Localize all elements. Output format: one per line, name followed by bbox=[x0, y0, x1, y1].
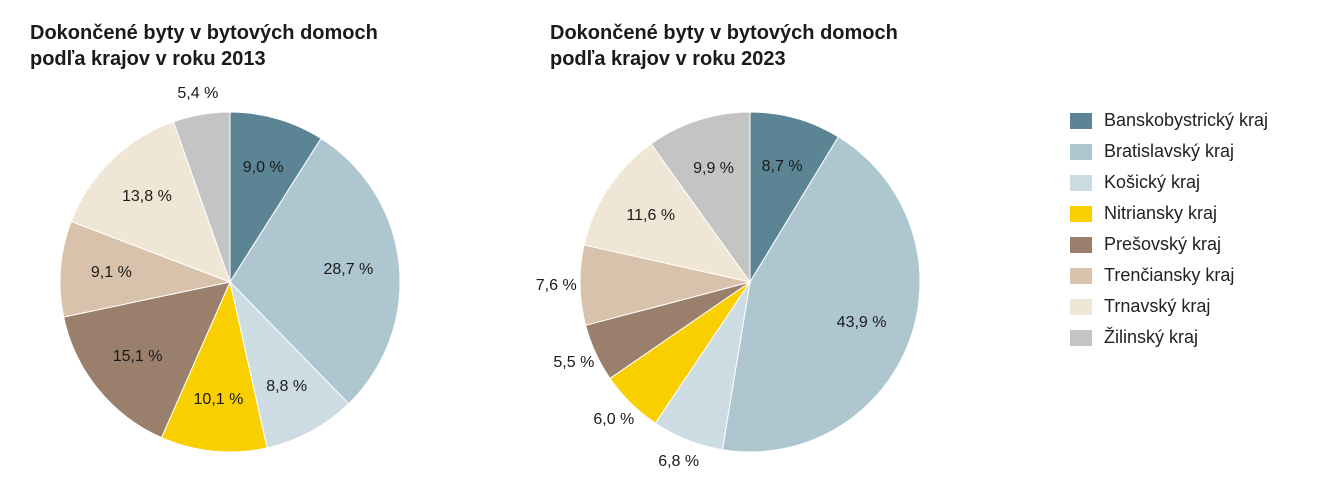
legend-label: Žilinský kraj bbox=[1104, 327, 1198, 348]
pie-slice-label-kosicky: 6,8 % bbox=[658, 453, 699, 471]
legend-label: Prešovský kraj bbox=[1104, 234, 1221, 255]
legend-item-nitriansky: Nitriansky kraj bbox=[1070, 203, 1268, 224]
pie-slice-label-banskobystricky: 9,0 % bbox=[243, 159, 284, 177]
pie-slice-label-trnavsky: 11,6 % bbox=[626, 207, 675, 225]
chart-block-2023: Dokončené byty v bytových domoch podľa k… bbox=[550, 20, 1030, 482]
legend-item-trenciansky: Trenčiansky kraj bbox=[1070, 265, 1268, 286]
pie-slice-label-zilinsky: 5,4 % bbox=[177, 85, 218, 103]
chart-title-2023: Dokončené byty v bytových domoch podľa k… bbox=[550, 20, 1030, 72]
pie-slice-label-kosicky: 8,8 % bbox=[266, 378, 307, 396]
legend-swatch-icon bbox=[1070, 206, 1092, 222]
legend-swatch-icon bbox=[1070, 113, 1092, 129]
chart-title-2013: Dokončené byty v bytových domoch podľa k… bbox=[30, 20, 510, 72]
legend: Banskobystrický kraj Bratislavský kraj Koš… bbox=[1070, 110, 1268, 348]
legend-item-presovsky: Prešovský kraj bbox=[1070, 234, 1268, 255]
legend-item-bratislavsky: Bratislavský kraj bbox=[1070, 141, 1268, 162]
chart-block-2013: Dokončené byty v bytových domoch podľa k… bbox=[30, 20, 510, 482]
legend-item-banskobystricky: Banskobystrický kraj bbox=[1070, 110, 1268, 131]
pie-slice-label-trenciansky: 9,1 % bbox=[91, 264, 132, 282]
pie-slice-label-trenciansky: 7,6 % bbox=[536, 277, 577, 295]
legend-swatch-icon bbox=[1070, 268, 1092, 284]
pie-slice-label-bratislavsky: 43,9 % bbox=[837, 314, 887, 332]
pie-chart-2013: 9,0 % 28,7 % 8,8 % 10,1 % 15,1 % 9,1 % 13,8 % 5… bbox=[30, 82, 430, 482]
pie-svg bbox=[30, 82, 430, 482]
legend-swatch-icon bbox=[1070, 175, 1092, 191]
legend-label: Nitriansky kraj bbox=[1104, 203, 1217, 224]
pie-slice-label-presovsky: 15,1 % bbox=[113, 348, 163, 366]
legend-label: Bratislavský kraj bbox=[1104, 141, 1234, 162]
page-root: Dokončené byty v bytových domoch podľa k… bbox=[0, 0, 1322, 502]
pie-slice-label-nitriansky: 10,1 % bbox=[194, 391, 244, 409]
legend-label: Trenčiansky kraj bbox=[1104, 265, 1234, 286]
legend-label: Košický kraj bbox=[1104, 172, 1200, 193]
pie-slice-label-bratislavsky: 28,7 % bbox=[323, 261, 373, 279]
pie-chart-2023: 8,7 %43,9 %6,8 %6,0 %5,5 %7,6 %11,6 %9,9… bbox=[550, 82, 950, 482]
legend-swatch-icon bbox=[1070, 330, 1092, 346]
legend-label: Banskobystrický kraj bbox=[1104, 110, 1268, 131]
pie-slice-label-banskobystricky: 8,7 % bbox=[762, 158, 803, 176]
legend-swatch-icon bbox=[1070, 299, 1092, 315]
legend-swatch-icon bbox=[1070, 144, 1092, 160]
legend-swatch-icon bbox=[1070, 237, 1092, 253]
pie-slice-label-nitriansky: 6,0 % bbox=[593, 411, 634, 429]
legend-item-zilinsky: Žilinský kraj bbox=[1070, 327, 1268, 348]
pie-slice-label-zilinsky: 9,9 % bbox=[693, 160, 734, 178]
pie-slice-label-trnavsky: 13,8 % bbox=[122, 188, 172, 206]
legend-item-trnavsky: Trnavský kraj bbox=[1070, 296, 1268, 317]
pie-slice-label-presovsky: 5,5 % bbox=[553, 354, 594, 372]
legend-label: Trnavský kraj bbox=[1104, 296, 1210, 317]
legend-item-kosicky: Košický kraj bbox=[1070, 172, 1268, 193]
